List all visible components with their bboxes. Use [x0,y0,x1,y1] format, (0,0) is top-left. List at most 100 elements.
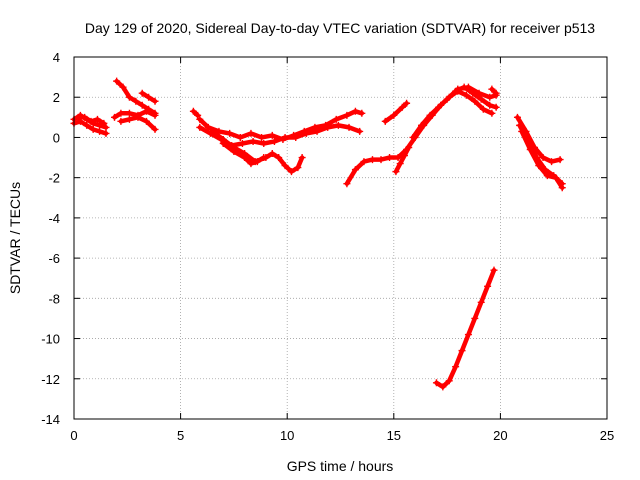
data-point [435,103,443,111]
series-track-07 [138,89,159,105]
data-point [241,154,249,162]
data-point [125,109,133,117]
data-point [462,91,470,99]
series-track-06 [117,113,159,133]
data-point [409,133,417,141]
data-point [484,282,492,290]
y-tick-label: -12 [41,372,60,387]
chart-title: Day 129 of 2020, Sidereal Day-to-day VTE… [85,20,595,36]
data-point [113,77,121,85]
y-tick-label: -8 [48,291,60,306]
data-point [377,156,385,164]
y-tick-label: 2 [53,90,60,105]
data-point [196,123,204,131]
x-tick-label: 20 [493,428,507,443]
data-point [125,93,133,101]
data-point [93,115,101,123]
data-point [324,123,332,131]
data-point [142,107,150,115]
data-point [102,129,110,137]
x-tick-label: 5 [177,428,184,443]
data-point [418,121,426,129]
data-point [458,347,466,355]
data-point [117,117,125,125]
data-point [226,129,234,137]
data-point [332,115,340,123]
series-track-12 [219,139,268,168]
data-point [236,133,244,141]
data-point [194,111,202,119]
series-track-20 [513,113,564,166]
data-point [89,125,97,133]
data-point [405,144,413,151]
data-point [249,137,257,145]
series-track-03 [74,113,108,127]
data-point [343,111,351,119]
data-point [403,99,411,107]
y-tick-label: 4 [53,50,60,65]
data-point [134,113,142,121]
data-point [351,166,359,174]
x-tick-label: 15 [387,428,401,443]
data-point [356,127,364,135]
series-trace [519,129,565,190]
data-point [445,377,453,385]
data-point [360,158,368,166]
data-point [102,123,110,131]
data-point [492,89,500,97]
data-point [492,103,500,111]
data-point [138,101,146,109]
data-point [513,113,521,121]
data-point [270,137,278,145]
data-point [298,154,306,162]
data-point [343,180,351,188]
data-point [558,184,566,192]
data-point [81,113,89,121]
data-point [439,383,447,391]
y-tick-label: -6 [48,251,60,266]
data-point [490,266,498,274]
data-point [151,111,159,119]
data-point [119,83,127,91]
data-point [100,119,108,127]
data-point [334,121,342,129]
data-point [111,113,119,121]
data-point [471,314,479,322]
series-track-15 [392,144,413,176]
data-point [281,133,289,141]
series-track-17 [454,83,500,101]
series-track-19 [432,266,498,391]
data-points [70,77,566,391]
data-point [392,168,400,176]
series-trace [383,101,409,124]
data-point [543,172,551,180]
data-point [260,154,268,162]
data-point [189,107,197,115]
data-point [132,97,140,105]
data-point [518,127,526,135]
series-track-18 [488,85,500,97]
series-track-08 [189,107,202,119]
series-track-22 [518,127,566,192]
data-point [426,111,434,119]
plot-frame [73,56,608,420]
data-point [268,131,276,139]
data-point [209,127,217,135]
data-point [477,95,485,103]
data-point [238,139,246,147]
data-point [87,117,95,125]
data-point [294,164,302,172]
data-point [464,331,472,339]
x-axis-label: GPS time / hours [287,458,394,474]
axis-ticks: 0 5 10 15 20 25 -14 -12 -10 -8 -6 -4 -2 0 2 4 [41,50,614,443]
y-axis-label: SDTVAR / TECUs [7,182,23,294]
data-point [398,103,406,111]
data-point [556,156,564,164]
data-point [488,109,496,117]
data-point [345,123,353,131]
data-point [471,97,479,105]
data-point [396,160,404,168]
y-tick-label: -4 [48,211,60,226]
y-tick-label: 0 [53,130,60,145]
series-trace [393,145,411,174]
